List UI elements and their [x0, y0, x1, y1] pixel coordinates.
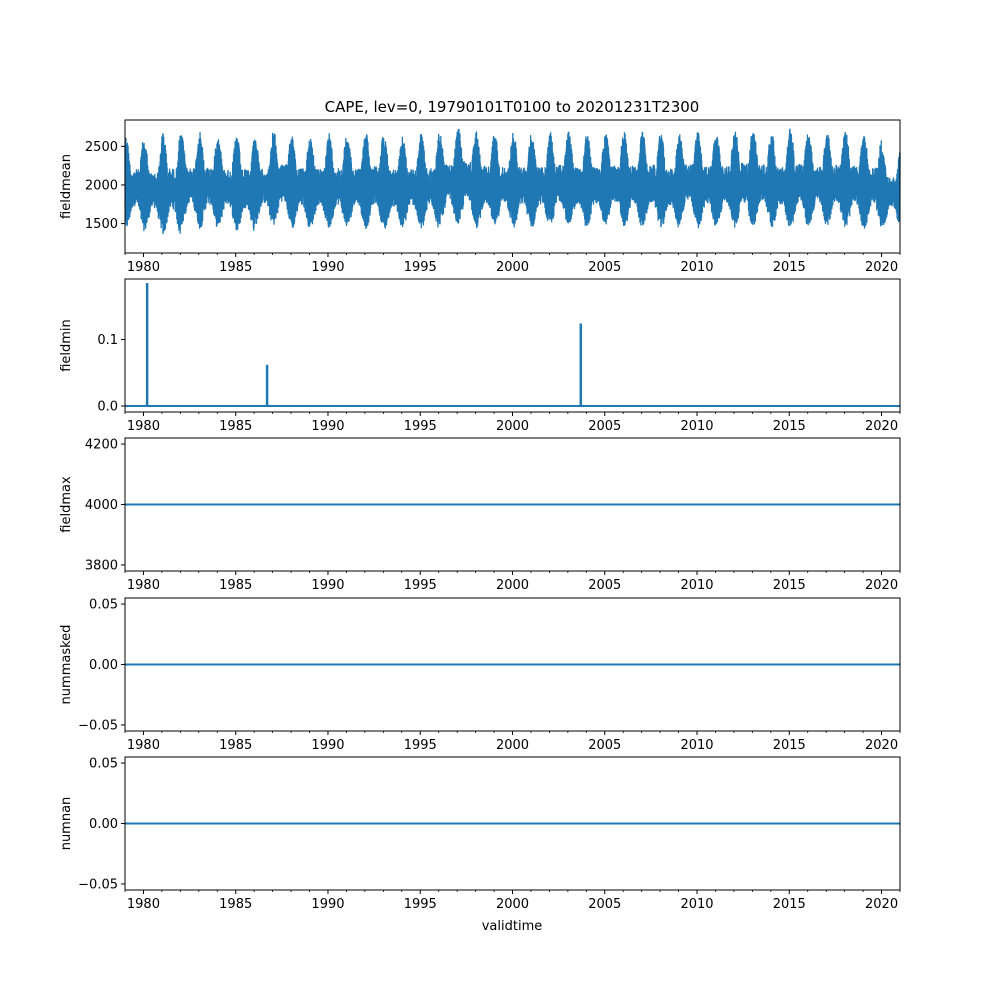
x-tick-label: 1995	[404, 738, 437, 753]
panel-fieldmin: 0.0 0.1 1980 1985 1990 1995 2000 2005 2010 2015 20…	[59, 278, 901, 434]
x-tick-label: 2005	[588, 578, 621, 593]
x-tick-label: 1990	[311, 738, 344, 753]
x-tick-label: 1980	[127, 419, 160, 434]
x-tick-label: 1980	[127, 578, 160, 593]
y-tick-label: 0.0	[97, 400, 118, 415]
x-tick-label: 2010	[680, 419, 713, 434]
panel-fieldmax: 3800 4000 4200 1980 1985 1990 1995 2000 2005 2010…	[59, 437, 901, 593]
x-tick-label: 1980	[127, 897, 160, 912]
y-tick-label: 0.05	[89, 757, 118, 772]
x-tick-label: 2010	[680, 897, 713, 912]
y-tick-label: 1500	[85, 217, 118, 232]
panel-numnan: −0.05 0.00 0.05 1980 1985 1990 1995 2000 2005 201…	[59, 756, 901, 912]
x-tick-label: 2015	[773, 897, 806, 912]
x-tick-label: 2010	[680, 738, 713, 753]
x-tick-label: 2010	[680, 260, 713, 275]
x-tick-label: 2020	[865, 897, 898, 912]
x-tick-label: 2000	[496, 419, 529, 434]
x-tick-label: 2020	[865, 738, 898, 753]
x-tick-label: 2010	[680, 578, 713, 593]
y-axis-label: fieldmean	[59, 154, 74, 219]
y-axis-label: fieldmin	[59, 319, 74, 372]
x-tick-label: 1990	[311, 260, 344, 275]
x-tick-label: 1985	[219, 897, 252, 912]
y-axis-label: nummasked	[59, 625, 74, 705]
x-axis-label: validtime	[482, 919, 543, 934]
x-tick-label: 2000	[496, 578, 529, 593]
y-axis-label: fieldmax	[59, 476, 74, 533]
x-tick-label: 2005	[588, 260, 621, 275]
panel-nummasked: −0.05 0.00 0.05 1980 1985 1990 1995 2000 2005 201…	[59, 597, 901, 753]
x-tick-label: 2020	[865, 260, 898, 275]
x-tick-label: 2020	[865, 419, 898, 434]
x-tick-label: 1990	[311, 897, 344, 912]
x-tick-label: 2020	[865, 578, 898, 593]
y-tick-label: 0.00	[89, 658, 118, 673]
y-tick-label: −0.05	[78, 877, 118, 892]
y-axis-label: numnan	[59, 797, 74, 851]
y-tick-label: −0.05	[78, 718, 118, 733]
x-tick-label: 1990	[311, 419, 344, 434]
x-tick-label: 2000	[496, 897, 529, 912]
panels: 1500 2000 2500 1980 1985 1990 1995 2000 2005 2010…	[59, 119, 901, 912]
y-tick-label: 0.00	[89, 817, 118, 832]
y-tick-label: 2000	[85, 178, 118, 193]
x-tick-label: 2015	[773, 578, 806, 593]
panel-fieldmean: 1500 2000 2500 1980 1985 1990 1995 2000 2005 2010…	[59, 119, 901, 275]
fieldmean-series-line	[124, 128, 901, 235]
y-tick-label: 0.1	[97, 333, 118, 348]
x-tick-label: 2015	[773, 419, 806, 434]
x-tick-label: 1990	[311, 578, 344, 593]
y-tick-label: 2500	[85, 140, 118, 155]
y-tick-label: 4200	[85, 438, 118, 453]
x-tick-label: 1985	[219, 738, 252, 753]
x-tick-label: 2000	[496, 738, 529, 753]
x-tick-label: 1980	[127, 738, 160, 753]
x-tick-label: 1995	[404, 260, 437, 275]
x-tick-label: 1980	[127, 260, 160, 275]
y-tick-label: 0.05	[89, 598, 118, 613]
y-tick-label: 4000	[85, 498, 118, 513]
x-tick-label: 1985	[219, 578, 252, 593]
x-tick-label: 1985	[219, 419, 252, 434]
x-tick-label: 2000	[496, 260, 529, 275]
x-tick-label: 1995	[404, 578, 437, 593]
x-tick-label: 2005	[588, 419, 621, 434]
x-tick-label: 2015	[773, 260, 806, 275]
x-tick-label: 2015	[773, 738, 806, 753]
y-tick-label: 3800	[85, 558, 118, 573]
x-tick-label: 2005	[588, 738, 621, 753]
panel-frame	[124, 278, 901, 413]
x-tick-label: 1995	[404, 897, 437, 912]
x-tick-label: 2005	[588, 897, 621, 912]
x-tick-label: 1995	[404, 419, 437, 434]
x-tick-label: 1985	[219, 260, 252, 275]
chart-title: CAPE, lev=0, 19790101T0100 to 20201231T2…	[325, 98, 700, 116]
